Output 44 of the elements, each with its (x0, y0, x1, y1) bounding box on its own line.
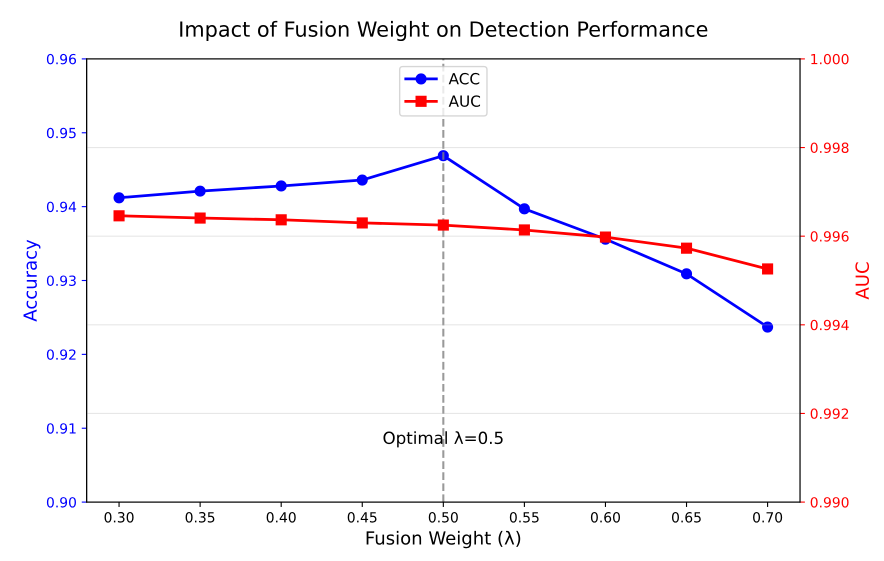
point (356, 217, 368, 228)
y-tick-label: 0.93 (46, 275, 76, 286)
point (518, 203, 530, 214)
legend-label: ACC (448, 72, 480, 84)
x-tick-label: 0.35 (186, 512, 214, 523)
point (762, 321, 774, 333)
point (438, 220, 449, 231)
y-tick-label: 0.91 (46, 423, 76, 434)
chart-title: Impact of Fusion Weight on Detection Performance (180, 20, 708, 42)
x-tick-label: 0.70 (753, 512, 782, 523)
y2-tick-label: 0.996 (810, 231, 849, 242)
y2-axis-title: AUC (855, 262, 870, 300)
annotation: Optimal λ=0.5 (383, 431, 503, 448)
x-tick-label: 0.55 (510, 512, 539, 523)
x-tick-label: 0.30 (104, 512, 134, 523)
point (680, 268, 692, 280)
point (276, 214, 287, 226)
y-axis-title: Accuracy (24, 240, 40, 322)
y-tick-label: 0.92 (46, 349, 76, 360)
y2-tick-label: 0.992 (810, 408, 848, 419)
point (114, 192, 125, 204)
x-tick-label: 0.45 (348, 512, 377, 523)
y-tick-label: 0.96 (46, 54, 76, 64)
x-tick-label: 0.50 (428, 512, 458, 523)
point (356, 174, 368, 186)
x-tick-label: 0.40 (266, 512, 296, 523)
y2-tick-label: 0.990 (810, 497, 849, 508)
point (276, 180, 287, 192)
y-tick-label: 0.95 (46, 128, 76, 138)
point (114, 210, 125, 222)
x-tick-label: 0.65 (672, 512, 701, 523)
x-tick-label: 0.60 (590, 512, 620, 523)
y2-tick-label: 0.994 (810, 320, 849, 330)
x-axis-title: Fusion Weight (λ) (366, 530, 520, 548)
point (518, 224, 530, 236)
y2-tick-label: 1.000 (811, 54, 849, 64)
point (680, 242, 692, 254)
point (194, 186, 206, 197)
point (194, 212, 206, 224)
y-tick-label: 0.90 (46, 497, 76, 508)
y-tick-label: 0.94 (46, 202, 76, 212)
point (762, 263, 774, 275)
y2-tick-label: 0.998 (810, 142, 849, 154)
legend-label: AUC (448, 95, 480, 107)
